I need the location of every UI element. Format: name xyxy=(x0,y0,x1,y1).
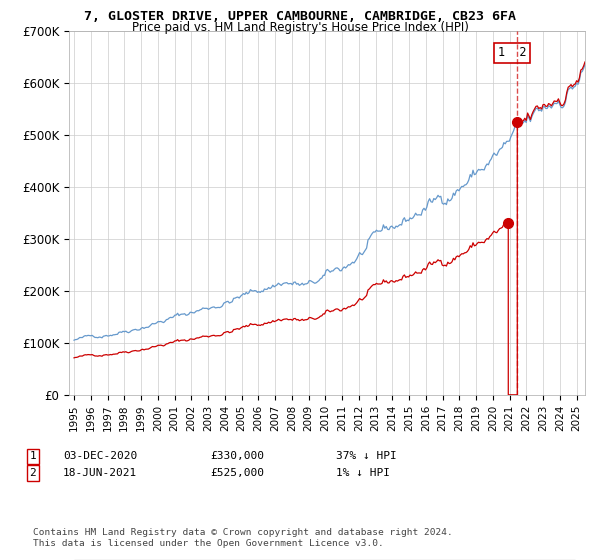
Text: 1% ↓ HPI: 1% ↓ HPI xyxy=(336,468,390,478)
Text: £525,000: £525,000 xyxy=(210,468,264,478)
Text: 7, GLOSTER DRIVE, UPPER CAMBOURNE, CAMBRIDGE, CB23 6FA: 7, GLOSTER DRIVE, UPPER CAMBOURNE, CAMBR… xyxy=(84,10,516,23)
Text: 1: 1 xyxy=(29,451,37,461)
Text: £330,000: £330,000 xyxy=(210,451,264,461)
Text: 03-DEC-2020: 03-DEC-2020 xyxy=(63,451,137,461)
Text: 2: 2 xyxy=(29,468,37,478)
Text: 37% ↓ HPI: 37% ↓ HPI xyxy=(336,451,397,461)
Text: 18-JUN-2021: 18-JUN-2021 xyxy=(63,468,137,478)
Text: 1  2: 1 2 xyxy=(498,46,527,59)
Text: Price paid vs. HM Land Registry's House Price Index (HPI): Price paid vs. HM Land Registry's House … xyxy=(131,21,469,34)
Text: Contains HM Land Registry data © Crown copyright and database right 2024.
This d: Contains HM Land Registry data © Crown c… xyxy=(33,528,453,548)
